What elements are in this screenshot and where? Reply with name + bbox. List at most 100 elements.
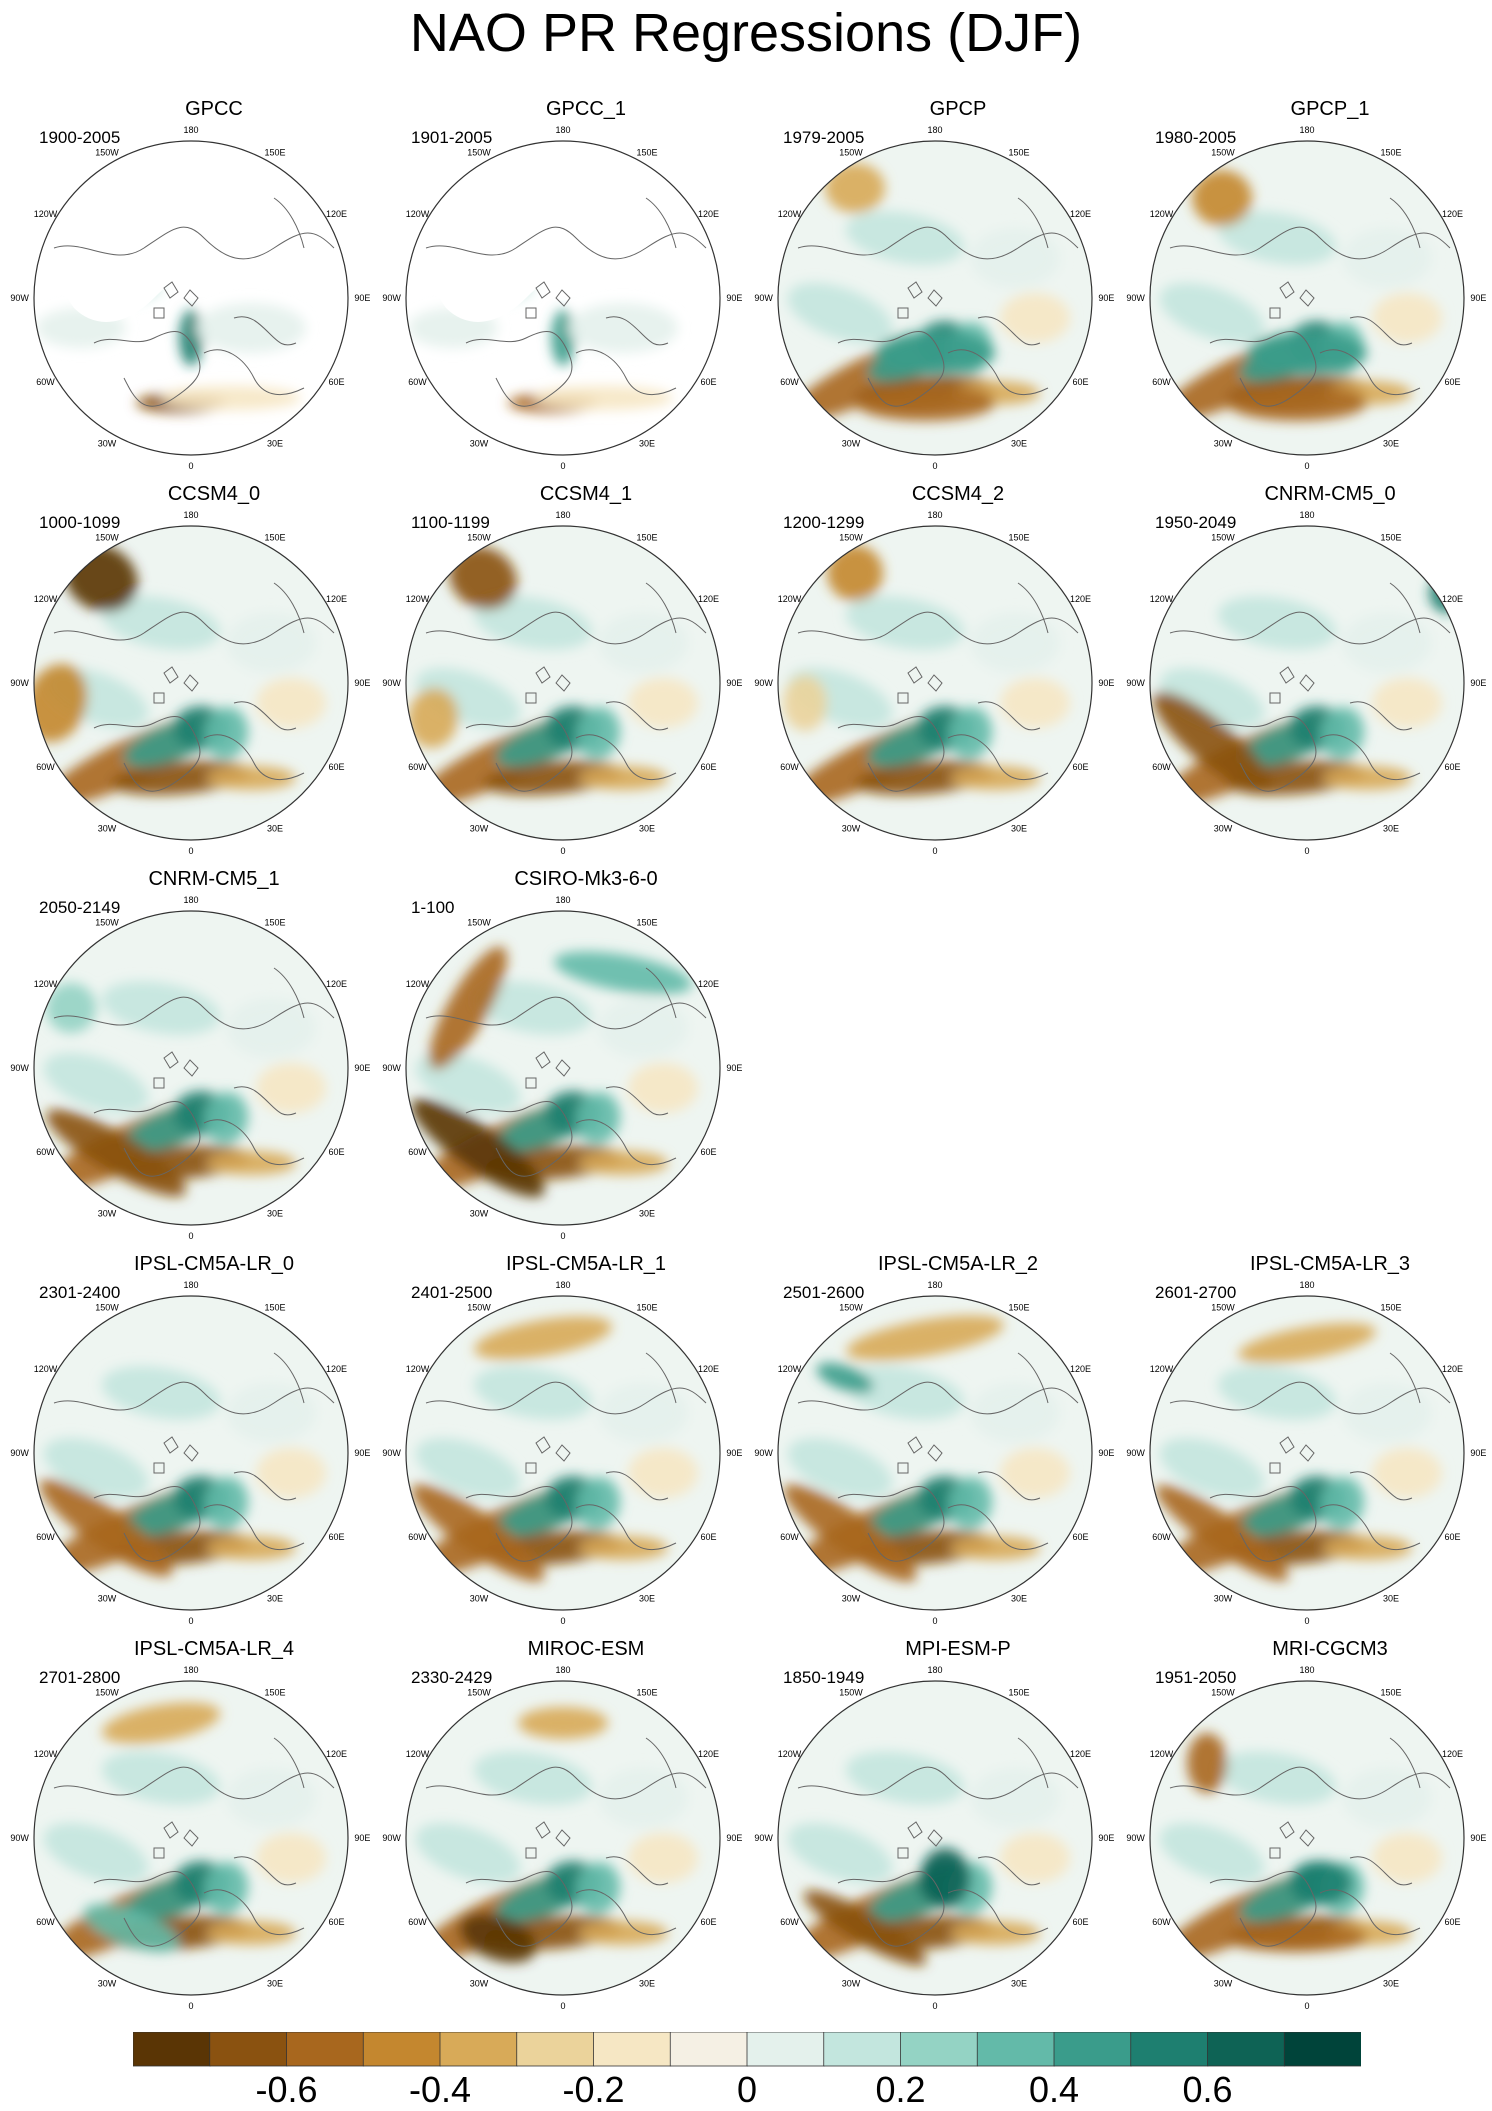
anomaly-blob <box>101 1702 221 1744</box>
longitude-label: 120E <box>1442 1749 1463 1759</box>
coastline <box>233 316 297 346</box>
anomaly-blob <box>845 596 965 650</box>
longitude-label: 90W <box>754 293 773 303</box>
longitude-label: 0 <box>1304 1616 1309 1626</box>
colorbar-label: -0.4 <box>408 2069 472 2110</box>
longitude-label: 30E <box>1011 1979 1027 1989</box>
longitude-label: 30W <box>98 824 117 834</box>
anomaly-blob <box>575 1477 621 1529</box>
anomaly-blob <box>787 1822 893 1884</box>
longitude-label: 180 <box>555 125 570 135</box>
longitude-label: 60W <box>780 762 799 772</box>
anomaly-blob <box>206 1536 296 1560</box>
longitude-label: 180 <box>555 895 570 905</box>
longitude-label: 120E <box>1070 1749 1091 1759</box>
coastline <box>837 1870 945 1947</box>
anomaly-blob <box>256 1063 326 1113</box>
colorbar-swatch <box>823 2031 902 2067</box>
coastline <box>797 611 1079 645</box>
coastline <box>645 967 677 1019</box>
missing-data-area <box>417 167 621 322</box>
anomaly-field <box>1159 1733 1442 1961</box>
longitude-label: 150W <box>1211 1688 1235 1698</box>
panel-period: 2401-2500 <box>411 1283 493 1302</box>
longitude-label: 30E <box>267 1594 283 1604</box>
longitude-label: 0 <box>188 1231 193 1241</box>
panel-title: MRI-CGCM3 <box>1272 1638 1388 1660</box>
longitude-label: 120E <box>326 1749 347 1759</box>
panel-title: GPCC <box>185 98 243 120</box>
coastline <box>233 1086 297 1116</box>
coastline <box>1319 1504 1421 1551</box>
longitude-label: 30E <box>639 1594 655 1604</box>
coastline <box>605 701 669 731</box>
map-border <box>1149 1680 1465 1996</box>
colorbar-label: 0.6 <box>1182 2069 1233 2110</box>
longitude-label: 120E <box>698 594 719 604</box>
longitude-label: 90E <box>726 1448 742 1458</box>
coastline <box>93 1870 201 1947</box>
map-panel: GPCP 1979-2005 180 150E 120E 90E 60E 30E 0 30W 60W… <box>754 98 1138 493</box>
coastline <box>425 1766 707 1800</box>
longitude-label: 30W <box>98 1594 117 1604</box>
coastline <box>1017 1352 1049 1404</box>
coastline <box>425 996 707 1030</box>
longitude-label: 60E <box>700 1532 716 1542</box>
coastline <box>93 715 201 792</box>
longitude-label: 90W <box>382 1833 401 1843</box>
coastline <box>837 715 945 792</box>
anomaly-blob <box>449 546 517 610</box>
anomaly-blob <box>459 1913 537 1963</box>
coastline <box>53 1381 335 1415</box>
coastline <box>525 666 571 704</box>
polar-map: 180 150E 120E 90E 60E 30E 0 30W 60W 90W 120W 150W <box>1126 510 1486 856</box>
anomaly-blob <box>1159 1437 1265 1499</box>
longitude-label: 60E <box>1444 1532 1460 1542</box>
colorbar-label: 0 <box>736 2069 758 2110</box>
longitude-label: 180 <box>1299 510 1314 520</box>
longitude-label: 150E <box>1380 533 1401 543</box>
polar-map: 180 150E 120E 90E 60E 30E 0 30W 60W 90W 120W 150W <box>754 125 1114 471</box>
coastline <box>977 701 1041 731</box>
anomaly-blob <box>39 1479 173 1577</box>
anomaly-field <box>415 1707 698 1963</box>
anomaly-blob <box>920 1848 970 1908</box>
anomaly-blob <box>533 386 673 410</box>
longitude-label: 120E <box>326 209 347 219</box>
longitude-label: 60E <box>1072 1532 1088 1542</box>
coastline <box>1017 1737 1049 1789</box>
longitude-label: 120E <box>1070 209 1091 219</box>
panel-title: GPCP <box>929 98 987 120</box>
polar-map: 180 150E 120E 90E 60E 30E 0 30W 60W 90W 120W 150W <box>1126 1280 1486 1626</box>
longitude-label: 150W <box>1211 533 1235 543</box>
anomaly-field <box>783 545 1070 806</box>
anomaly-blob <box>1155 1484 1289 1582</box>
anomaly-blob <box>598 613 688 673</box>
panel-title: MIROC-ESM <box>527 1638 645 1660</box>
coastline <box>53 611 335 645</box>
longitude-label: 180 <box>183 125 198 135</box>
anomaly-blob <box>256 678 326 728</box>
anomaly-blob <box>473 1366 593 1420</box>
longitude-label: 30W <box>1214 439 1233 449</box>
longitude-label: 30W <box>842 439 861 449</box>
colorbar-swatch <box>1207 2031 1286 2067</box>
anomaly-blob <box>816 1362 874 1394</box>
anomaly-blob <box>46 983 96 1033</box>
longitude-label: 180 <box>183 510 198 520</box>
longitude-label: 150E <box>636 918 657 928</box>
longitude-label: 60W <box>36 762 55 772</box>
anomaly-blob <box>179 310 203 366</box>
longitude-label: 120E <box>1070 594 1091 604</box>
anomaly-blob <box>1247 331 1367 375</box>
longitude-label: 90E <box>1470 678 1486 688</box>
longitude-label: 0 <box>560 1231 565 1241</box>
longitude-label: 120W <box>406 209 430 219</box>
longitude-label: 0 <box>932 2001 937 2011</box>
anomaly-blob <box>101 981 221 1035</box>
anomaly-blob <box>473 981 593 1035</box>
coastline <box>1017 582 1049 634</box>
map-panel: MRI-CGCM3 1951-2050 180 150E 120E 90E 60E 30E 0 3… <box>1126 1638 1492 2033</box>
longitude-label: 60W <box>780 377 799 387</box>
longitude-label: 150E <box>1008 148 1029 158</box>
